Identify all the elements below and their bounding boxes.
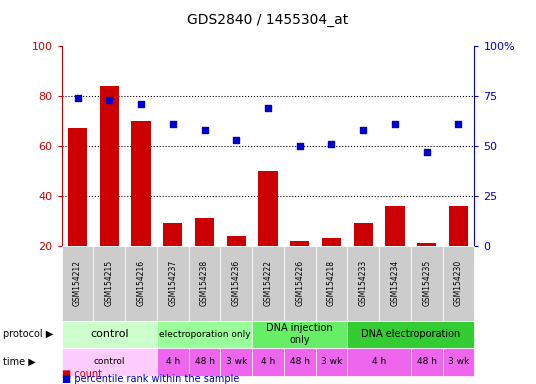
Point [391,121,399,127]
Point [137,101,145,107]
Text: GSM154235: GSM154235 [422,260,431,306]
Point [264,105,272,111]
Text: 4 h: 4 h [372,358,386,366]
Text: ■ count: ■ count [62,369,102,379]
Bar [68,128,87,246]
Text: GSM154218: GSM154218 [327,260,336,306]
Text: protocol ▶: protocol ▶ [3,329,53,339]
Text: GSM154222: GSM154222 [264,260,272,306]
Text: 48 h: 48 h [416,358,437,366]
Text: GSM154233: GSM154233 [359,260,368,306]
Bar [290,241,309,246]
Point [232,137,241,143]
Text: 48 h: 48 h [290,358,310,366]
Text: control: control [90,329,129,339]
Text: time ▶: time ▶ [3,357,35,367]
Point [422,149,431,155]
Text: electroporation only: electroporation only [159,329,250,339]
Bar [449,206,468,246]
Text: GDS2840 / 1455304_at: GDS2840 / 1455304_at [188,13,348,27]
Point [105,97,114,103]
Text: 4 h: 4 h [261,358,275,366]
Bar [195,218,214,246]
Text: GSM154236: GSM154236 [232,260,241,306]
Bar [354,223,373,246]
Text: GSM154215: GSM154215 [105,260,114,306]
Text: ■ percentile rank within the sample: ■ percentile rank within the sample [62,374,239,384]
Text: 3 wk: 3 wk [448,358,469,366]
Text: 3 wk: 3 wk [226,358,247,366]
Point [327,141,336,147]
Bar [417,243,436,246]
Text: 48 h: 48 h [195,358,214,366]
Point [295,143,304,149]
Bar [100,86,119,246]
Bar [258,171,278,246]
Point [454,121,463,127]
Text: control: control [93,358,125,366]
Point [359,127,368,133]
Bar [385,206,405,246]
Point [200,127,209,133]
Text: GSM154238: GSM154238 [200,260,209,306]
Text: GSM154212: GSM154212 [73,260,82,306]
Text: GSM154216: GSM154216 [137,260,145,306]
Text: DNA electroporation: DNA electroporation [361,329,460,339]
Bar [227,236,246,246]
Point [73,95,82,101]
Text: GSM154230: GSM154230 [454,260,463,306]
Bar [322,238,341,246]
Text: 3 wk: 3 wk [321,358,342,366]
Bar [163,223,182,246]
Text: 4 h: 4 h [166,358,180,366]
Point [168,121,177,127]
Text: GSM154226: GSM154226 [295,260,304,306]
Text: GSM154237: GSM154237 [168,260,177,306]
Bar [131,121,151,246]
Text: GSM154234: GSM154234 [391,260,399,306]
Text: DNA injection
only: DNA injection only [266,323,333,345]
